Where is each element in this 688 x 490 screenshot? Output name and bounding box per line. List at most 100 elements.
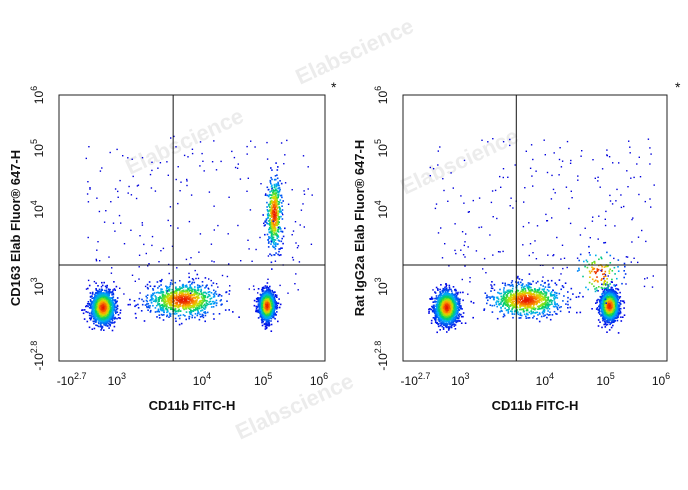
event-dot	[210, 292, 213, 294]
event-dot	[150, 309, 152, 312]
event-dot	[268, 288, 270, 291]
event-dot	[267, 296, 269, 298]
event-dot	[201, 315, 203, 317]
event-dot	[191, 297, 193, 300]
event-dot	[269, 317, 272, 319]
event-dot	[190, 290, 193, 292]
event-dot	[87, 287, 89, 290]
event-dot	[275, 208, 278, 211]
event-dot	[276, 201, 278, 203]
event-dot	[94, 320, 96, 323]
event-dot	[273, 214, 276, 216]
event-dot	[269, 288, 271, 291]
event-dot	[179, 299, 182, 302]
event-dot	[260, 316, 262, 318]
event-dot	[110, 304, 112, 306]
event-dot	[106, 300, 109, 302]
event-dot	[98, 288, 101, 291]
event-dot	[103, 319, 105, 322]
event-dot	[269, 313, 272, 315]
event-dot	[100, 329, 102, 331]
event-dot	[99, 305, 101, 307]
event-dot	[161, 309, 163, 312]
event-dot	[275, 230, 277, 232]
event-dot	[157, 302, 159, 304]
event-dot	[267, 212, 270, 215]
event-dot	[100, 322, 102, 324]
event-dot	[157, 303, 160, 306]
event-dot	[265, 305, 267, 308]
event-dot	[168, 306, 170, 309]
event-dot	[94, 292, 97, 295]
event-dot	[196, 308, 198, 311]
event-dot	[178, 293, 180, 296]
event-dot	[98, 308, 100, 310]
event-dot	[269, 203, 272, 205]
event-dot	[95, 295, 98, 298]
event-dot	[281, 237, 283, 240]
event-dot	[261, 321, 263, 324]
event-dot	[210, 297, 213, 300]
event-dot	[204, 303, 206, 306]
event-dot	[107, 313, 109, 315]
event-dot	[276, 296, 278, 298]
event-dot	[142, 300, 145, 303]
event-dot	[109, 312, 112, 314]
event-dot	[204, 296, 206, 299]
event-dot	[144, 304, 147, 306]
event-dot	[267, 242, 270, 244]
event-dot	[202, 296, 205, 298]
event-dot	[274, 301, 276, 303]
event-dot	[196, 296, 199, 299]
event-dot	[266, 285, 268, 288]
event-dot	[114, 316, 116, 319]
event-dot	[180, 301, 182, 303]
event-dot	[281, 209, 284, 211]
event-dot	[273, 291, 275, 294]
event-dot	[263, 287, 265, 290]
event-dot	[161, 295, 164, 298]
event-dot	[196, 286, 199, 288]
event-dot	[152, 288, 154, 290]
event-dot	[160, 288, 162, 290]
event-dot	[177, 306, 179, 308]
event-dot	[191, 290, 194, 292]
event-dot	[180, 302, 183, 304]
event-dot	[262, 292, 265, 295]
event-density-layer	[81, 135, 313, 332]
event-dot	[177, 310, 179, 313]
event-dot	[168, 298, 171, 301]
event-dot	[256, 310, 258, 313]
event-dot	[178, 305, 181, 308]
event-dot	[93, 327, 96, 330]
event-dot	[266, 286, 269, 289]
event-dot	[111, 322, 114, 324]
event-dot	[255, 300, 258, 303]
event-dot	[192, 302, 194, 305]
event-dot	[271, 315, 274, 317]
event-dot	[101, 315, 104, 317]
event-dot	[274, 294, 277, 296]
event-dot	[191, 293, 194, 296]
watermark-text: Elabscience	[122, 103, 248, 179]
event-dot	[168, 288, 171, 290]
event-dot	[212, 293, 215, 295]
event-dot	[97, 309, 99, 311]
event-dot	[99, 295, 101, 297]
event-dot	[163, 302, 165, 305]
event-dot	[275, 303, 277, 305]
event-dot	[97, 307, 99, 310]
event-dot	[183, 296, 186, 299]
event-dot	[81, 309, 83, 311]
event-dot	[277, 302, 279, 304]
event-dot	[263, 297, 265, 300]
event-dot	[88, 284, 91, 287]
event-dot	[95, 300, 98, 303]
event-dot	[194, 304, 197, 306]
event-dot	[197, 312, 199, 315]
event-dot	[90, 300, 92, 302]
event-dot	[181, 293, 184, 295]
event-dot	[256, 306, 259, 308]
event-dot	[255, 305, 258, 308]
